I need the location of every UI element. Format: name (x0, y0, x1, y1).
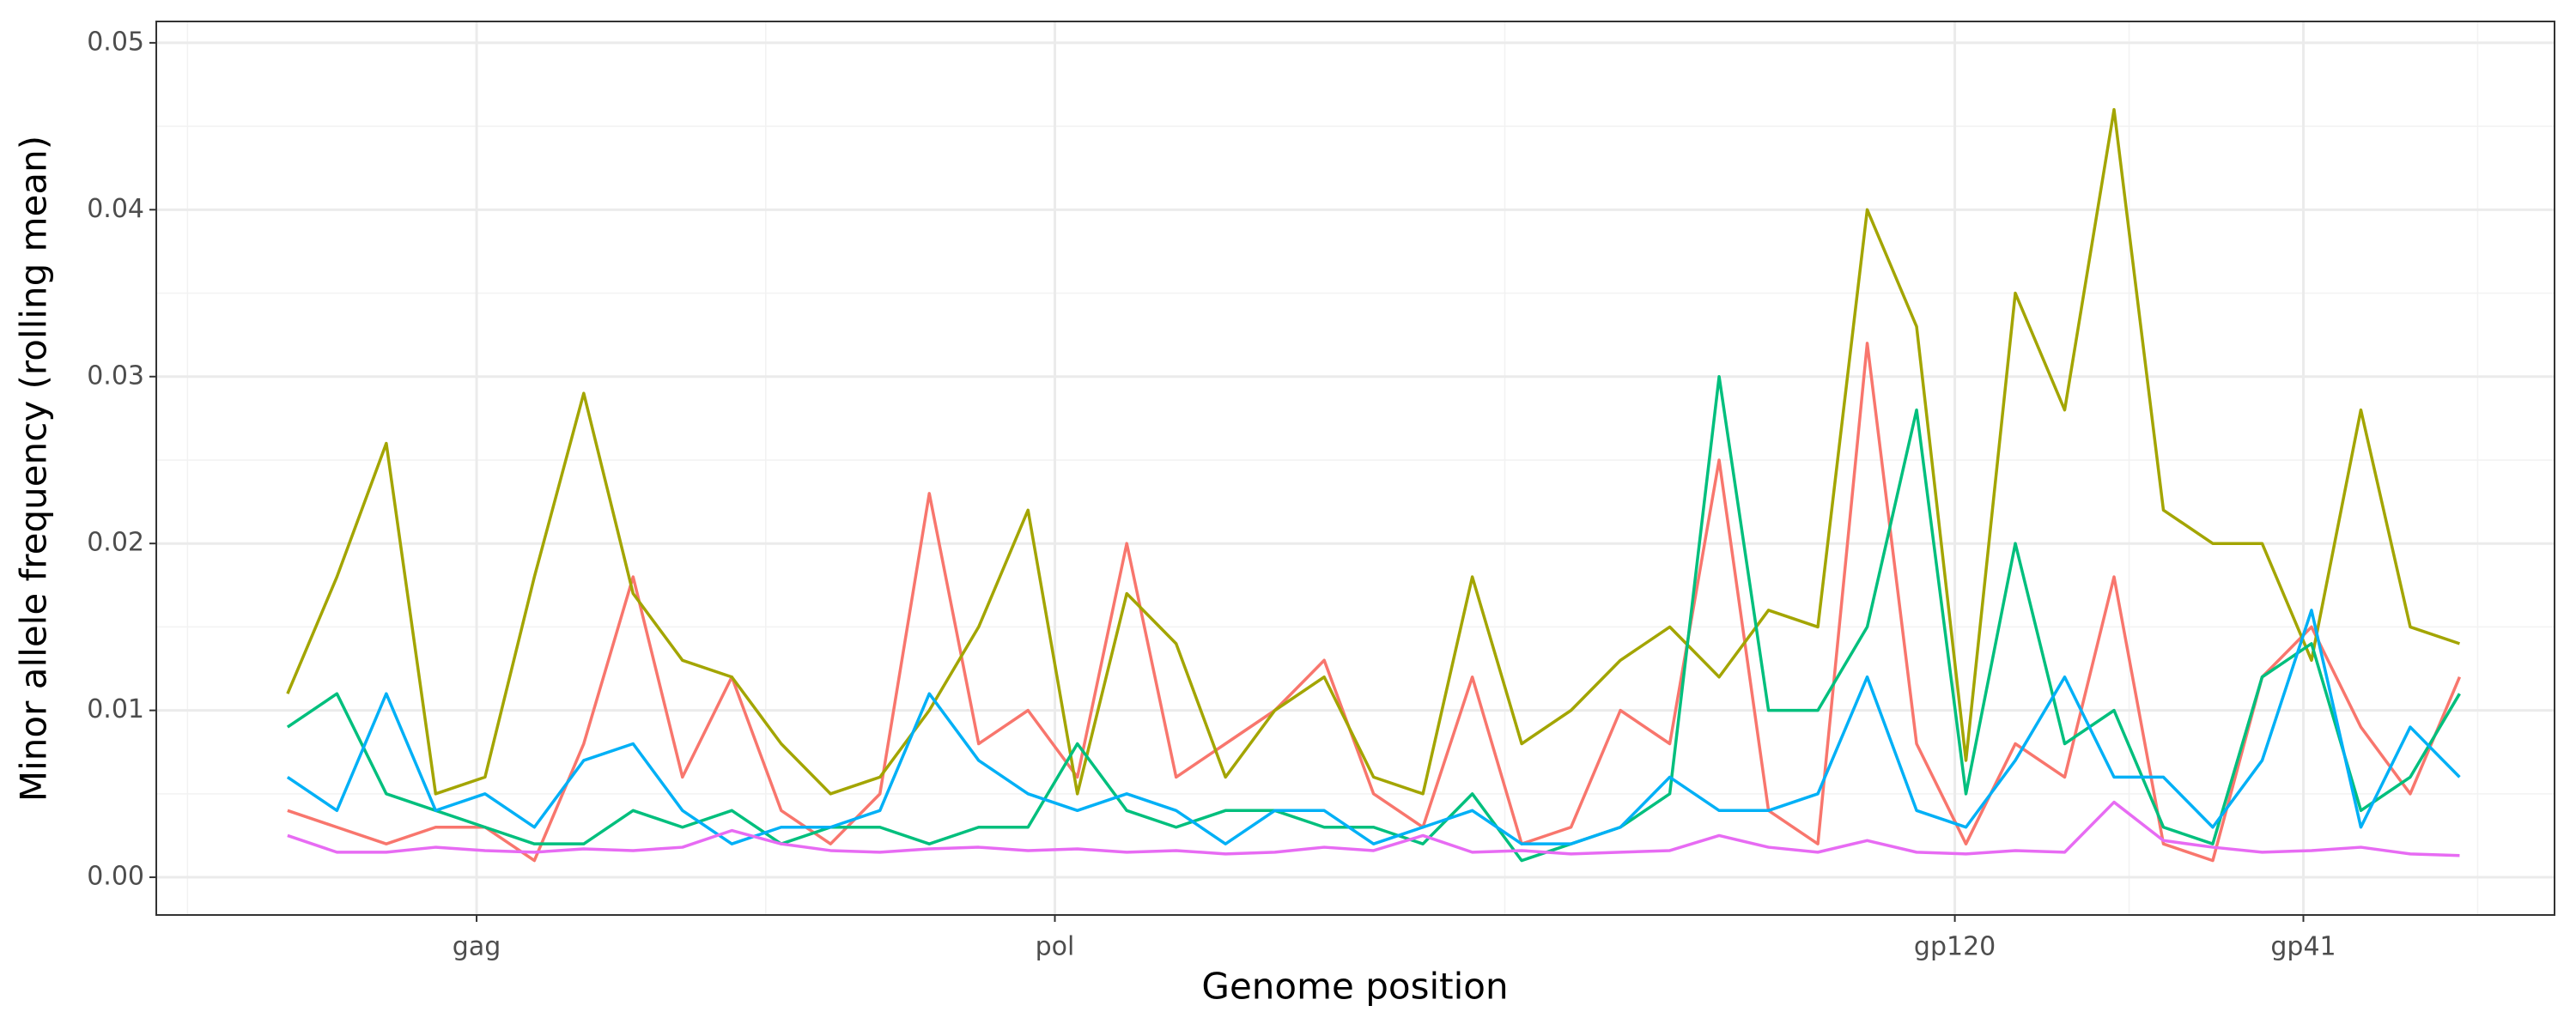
y-tick-label: 0.00 (87, 862, 144, 892)
series-line (286, 107, 2461, 796)
x-tick-label: gp41 (2270, 932, 2336, 962)
series-line (287, 342, 2462, 863)
x-tick-label: gp120 (1914, 932, 1996, 962)
x-tick-label: pol (1036, 932, 1075, 962)
panel-border (155, 21, 2555, 916)
series-line (287, 800, 2460, 857)
series-line (286, 609, 2461, 845)
y-tick-label: 0.02 (87, 528, 144, 558)
panel-background (156, 21, 2555, 915)
y-axis-title: Minor allele frequency (rolling mean) (13, 136, 55, 802)
series-line (286, 375, 2461, 863)
y-tick-label: 0.03 (87, 360, 144, 391)
x-axis-title: Genome position (1201, 966, 1508, 1008)
y-tick-label: 0.01 (87, 694, 144, 724)
x-tick-label: gag (453, 932, 501, 962)
y-tick-label: 0.04 (87, 194, 144, 224)
y-tick-label: 0.05 (87, 27, 144, 57)
